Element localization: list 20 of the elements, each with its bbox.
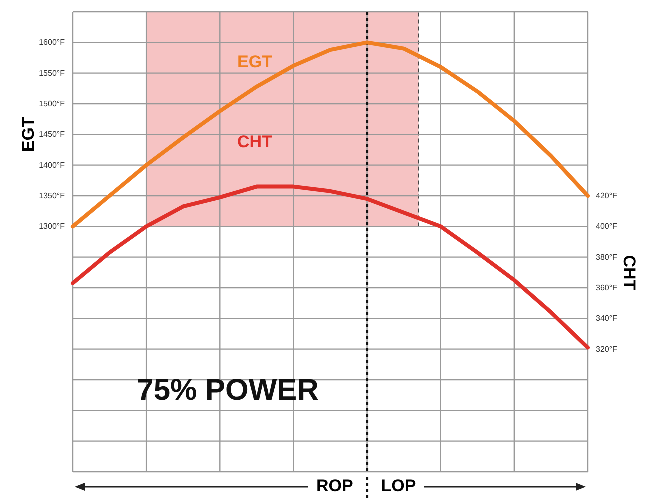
annotation: EGT: [238, 52, 274, 72]
annotation: 75% POWER: [137, 374, 320, 407]
y2-tick-label: 380°F: [596, 252, 618, 262]
y2-axis-title: CHT: [620, 255, 639, 291]
y-tick-label: 1550°F: [39, 68, 66, 78]
text: LOP: [381, 476, 416, 496]
y2-tick-label: 340°F: [596, 314, 618, 324]
text: ROP: [316, 476, 354, 496]
y-tick-label: 1350°F: [39, 192, 66, 201]
y-tick-label: 1450°F: [39, 130, 66, 140]
y2-tick-label: 320°F: [596, 344, 618, 354]
y2-tick-label: 400°F: [596, 222, 618, 232]
annotation: CHT: [238, 132, 274, 152]
y-tick-label: 1300°F: [39, 222, 66, 232]
y-axis-title: EGT: [19, 116, 38, 152]
y2-tick-label: 420°F: [596, 192, 618, 201]
y-tick-label: 1400°F: [39, 160, 66, 170]
y-tick-label: 1600°F: [39, 38, 66, 48]
y-tick-label: 1500°F: [39, 100, 66, 109]
y2-tick-label: 360°F: [596, 284, 618, 293]
